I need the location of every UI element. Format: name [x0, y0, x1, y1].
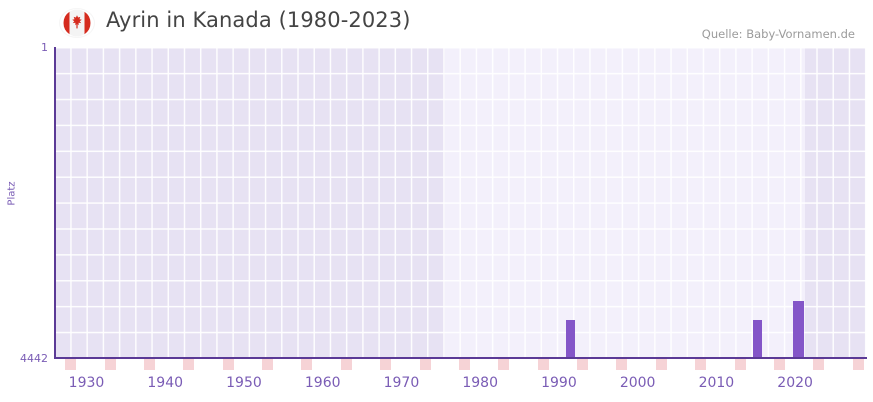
x-axis-tick-1988 [537, 359, 549, 370]
plot-area [55, 48, 866, 358]
chart-header: Ayrin in Kanada (1980-2023) Quelle: Baby… [0, 0, 873, 48]
x-axis-label-1930: 1930 [68, 375, 105, 391]
x-axis-label-1940: 1940 [147, 375, 184, 391]
x-axis-tick-1933 [104, 359, 116, 370]
x-axis-tick-1978 [458, 359, 470, 370]
x-axis-label-1960: 1960 [304, 375, 341, 391]
x-axis-label-2020: 2020 [777, 375, 813, 391]
x-axis-tick-1958 [301, 359, 313, 370]
plot-shade-right [805, 48, 866, 358]
x-axis-tick-2023 [813, 359, 825, 370]
bar-1992[interactable] [566, 320, 575, 358]
bar-2020[interactable] [793, 301, 804, 358]
x-axis-label-1970: 1970 [383, 375, 420, 391]
x-axis-tick-1968 [380, 359, 392, 370]
y-axis-bottom-label: 4442 [20, 352, 48, 365]
y-axis-top-label: 1 [41, 41, 48, 54]
x-axis-tick-1938 [143, 359, 155, 370]
x-axis-tick-2003 [655, 359, 667, 370]
x-axis-tick-1998 [616, 359, 628, 370]
x-axis-tick-2008 [695, 359, 707, 370]
plot-shade-left [55, 48, 445, 358]
x-axis-tick-1953 [262, 359, 274, 370]
y-axis-title: Platz [6, 181, 18, 206]
canada-flag-icon [60, 9, 94, 37]
x-axis-tick-1948 [222, 359, 234, 370]
bar-2015[interactable] [753, 320, 762, 358]
x-axis-label-2000: 2000 [619, 375, 656, 391]
x-axis-label-2010: 2010 [698, 375, 735, 391]
x-axis-tick-1963 [340, 359, 352, 370]
x-axis-tick-1983 [498, 359, 510, 370]
x-axis-tick-1973 [419, 359, 431, 370]
x-axis-line [54, 357, 867, 359]
x-axis-tick-2013 [734, 359, 746, 370]
y-axis-line [54, 47, 56, 359]
page-title: Ayrin in Kanada (1980-2023) [106, 8, 411, 32]
source-label: Quelle: Baby-Vornamen.de [701, 27, 855, 41]
x-axis-tick-1928 [65, 359, 77, 370]
x-axis-tick-2018 [773, 359, 785, 370]
x-axis-tick-1993 [577, 359, 589, 370]
x-axis-label-1990: 1990 [541, 375, 577, 391]
x-axis-tick-2028 [852, 359, 864, 370]
x-axis-tick-1943 [183, 359, 195, 370]
x-axis-label-1980: 1980 [462, 375, 498, 391]
x-axis-label-1950: 1950 [226, 375, 262, 391]
